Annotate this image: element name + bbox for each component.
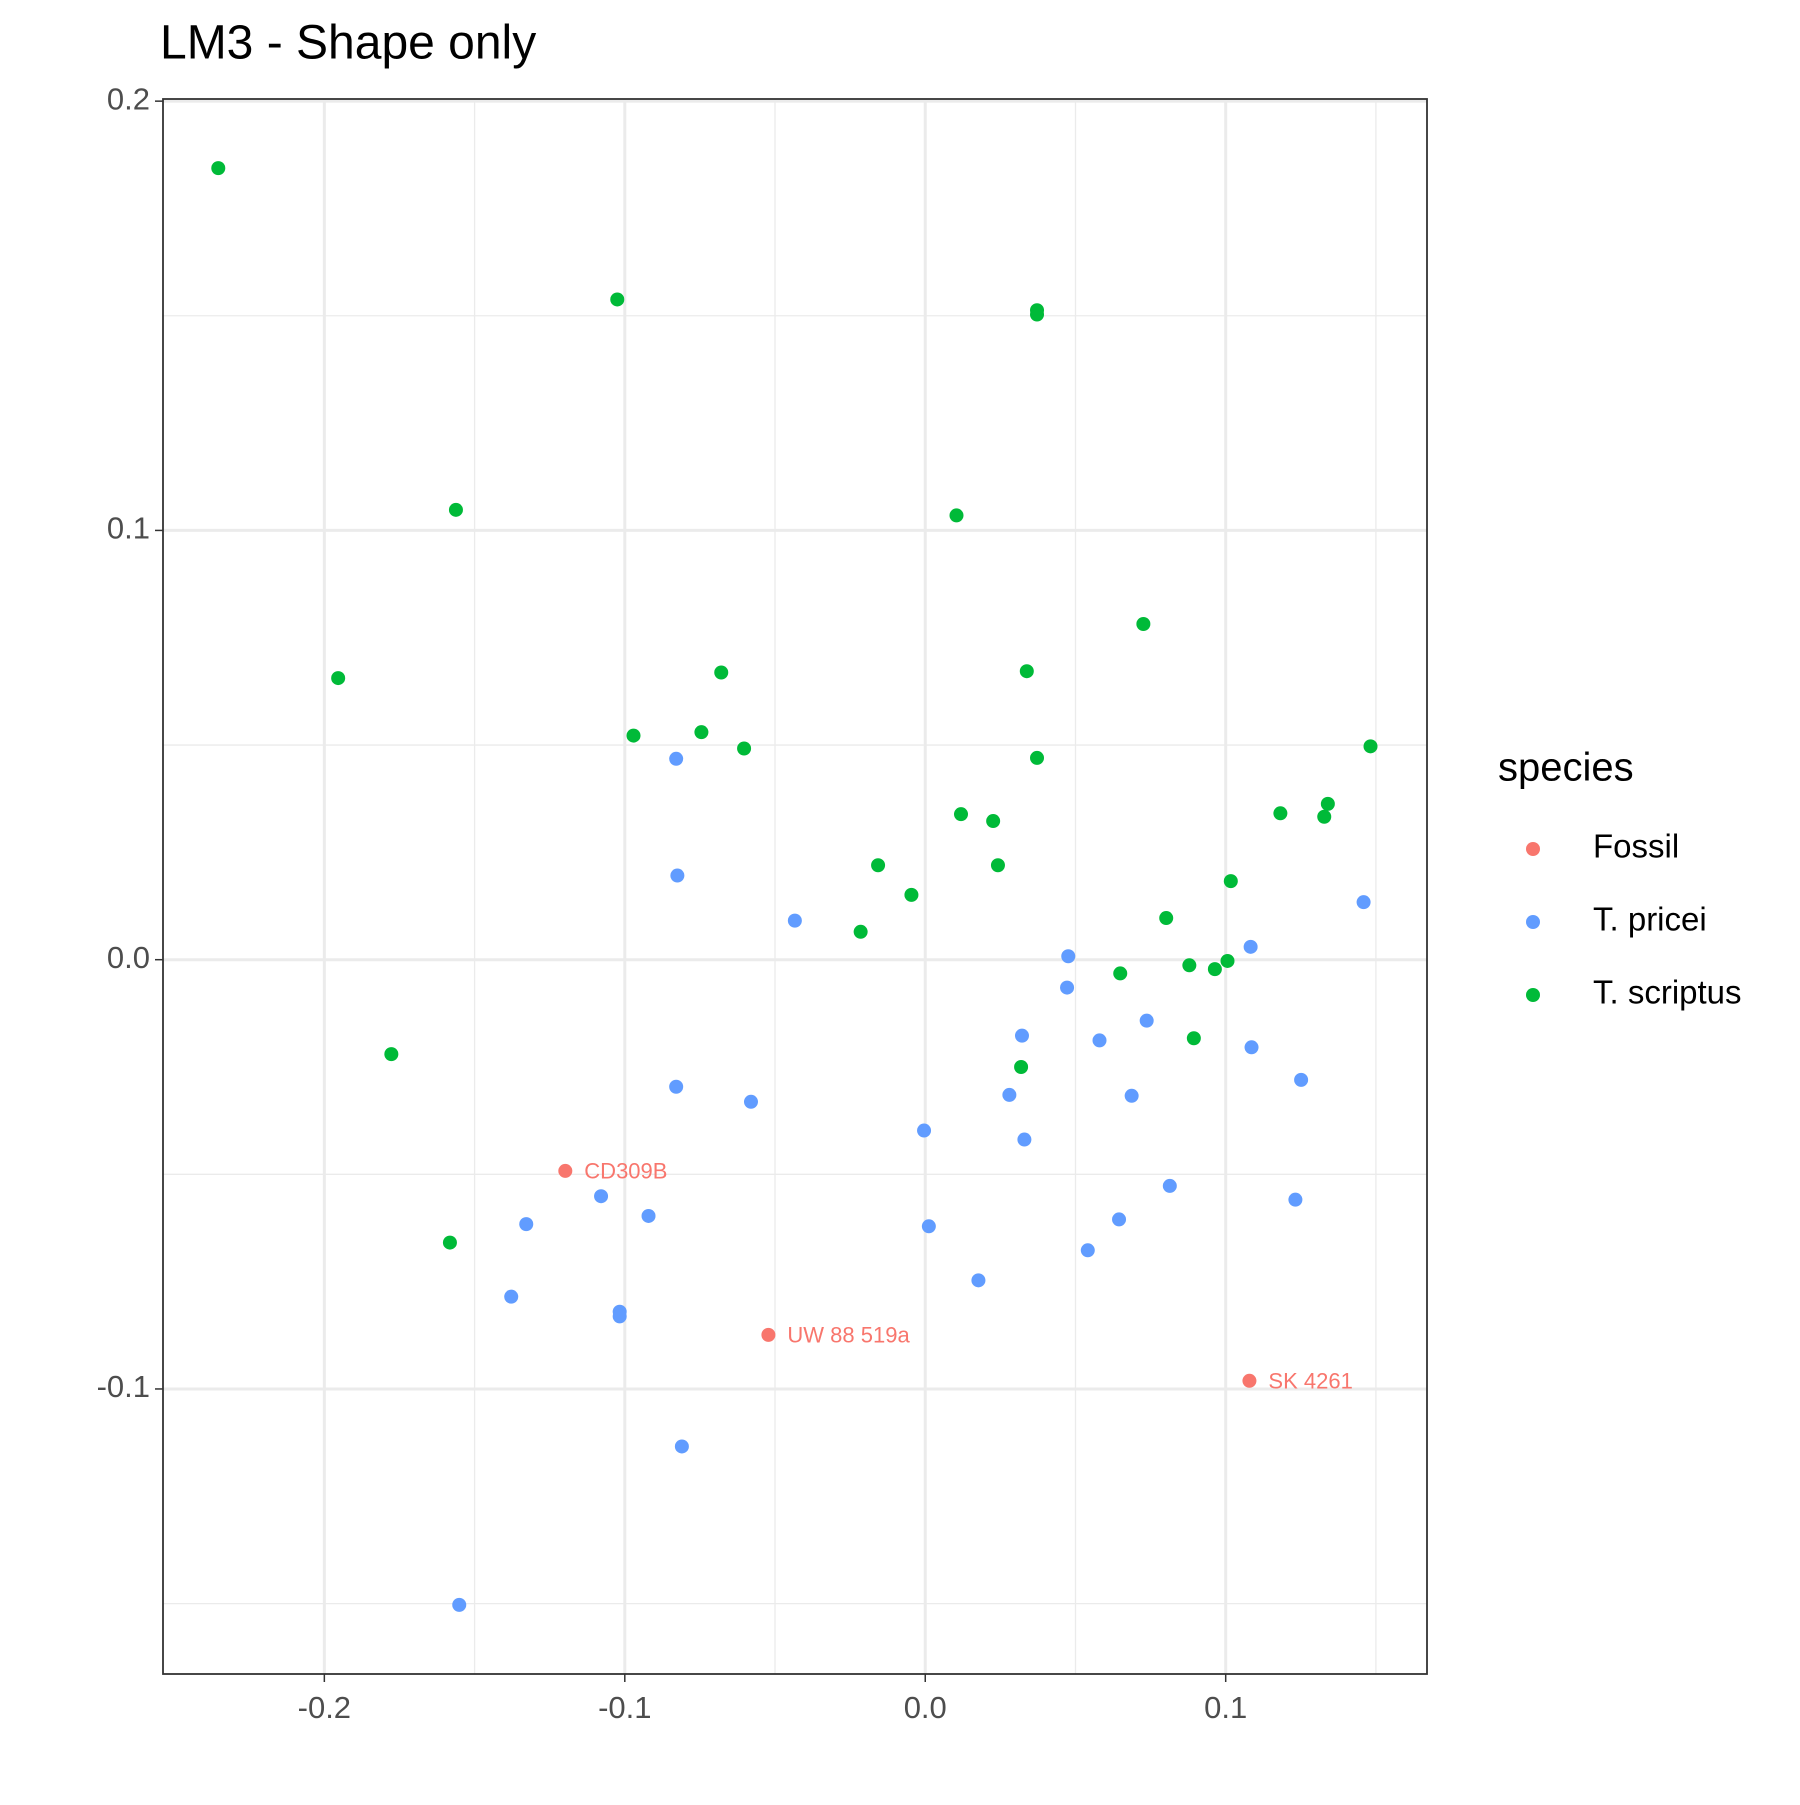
point <box>1030 307 1045 322</box>
point-label: CD309B <box>584 1159 667 1184</box>
point <box>990 858 1005 873</box>
point <box>1060 980 1075 995</box>
point <box>1320 796 1335 811</box>
point <box>714 665 729 680</box>
point <box>626 728 641 743</box>
point <box>761 1327 776 1342</box>
point <box>694 725 709 740</box>
point <box>1061 949 1076 964</box>
point <box>519 1217 534 1232</box>
point <box>558 1163 573 1178</box>
point <box>1002 1087 1017 1102</box>
point <box>743 1094 758 1109</box>
point <box>384 1047 399 1062</box>
point <box>1220 953 1235 968</box>
legend-label: T. scriptus <box>1593 974 1742 1011</box>
point <box>1080 1243 1095 1258</box>
legend-marker <box>1526 842 1540 856</box>
point <box>1242 1373 1257 1388</box>
y-tick-label: 0.1 <box>107 511 150 546</box>
x-tick-label: -0.2 <box>298 1690 351 1725</box>
point <box>610 292 625 307</box>
point <box>442 1235 457 1250</box>
point <box>452 1597 467 1612</box>
legend-marker <box>1526 988 1540 1002</box>
point <box>674 1439 689 1454</box>
point <box>953 807 968 822</box>
legend-title: species <box>1498 746 1634 790</box>
point <box>448 502 463 517</box>
y-tick-label: 0.2 <box>107 81 150 116</box>
point <box>211 161 226 176</box>
point <box>921 1219 936 1234</box>
legend-marker <box>1526 915 1540 929</box>
point <box>871 858 886 873</box>
point <box>1223 874 1238 889</box>
point <box>1092 1033 1107 1048</box>
point <box>1124 1088 1139 1103</box>
point <box>1113 966 1128 981</box>
point <box>1159 911 1174 926</box>
point <box>949 508 964 523</box>
point <box>669 751 684 766</box>
legend-label: T. pricei <box>1593 901 1707 938</box>
x-tick-label: 0.0 <box>904 1690 947 1725</box>
point <box>1030 750 1045 765</box>
point <box>1017 1132 1032 1147</box>
point <box>787 913 802 928</box>
point <box>904 887 919 902</box>
point <box>971 1273 986 1288</box>
point <box>853 924 868 939</box>
x-tick-label: -0.1 <box>598 1690 651 1725</box>
point <box>331 671 346 686</box>
point <box>670 868 685 883</box>
point <box>594 1189 609 1204</box>
point <box>1356 895 1371 910</box>
chart-title: LM3 - Shape only <box>160 17 536 70</box>
point <box>1112 1212 1127 1227</box>
point <box>1182 958 1197 973</box>
point <box>1317 809 1332 824</box>
point <box>1273 806 1288 821</box>
point-label: UW 88 519a <box>787 1323 910 1348</box>
point <box>1136 617 1151 631</box>
point <box>986 814 1001 829</box>
point <box>504 1289 519 1304</box>
x-tick-label: 0.1 <box>1204 1690 1247 1725</box>
point <box>1014 1060 1029 1075</box>
point <box>737 741 752 756</box>
point <box>1019 664 1034 679</box>
legend-label: Fossil <box>1593 828 1679 865</box>
y-tick-label: 0.0 <box>107 940 150 975</box>
point <box>669 1079 684 1094</box>
point <box>917 1123 932 1138</box>
point <box>1139 1013 1154 1028</box>
y-tick-label: -0.1 <box>97 1369 150 1404</box>
point <box>1244 1040 1259 1055</box>
point <box>1162 1178 1177 1193</box>
point <box>1243 939 1258 954</box>
point <box>1294 1072 1309 1087</box>
point-label: SK 4261 <box>1268 1369 1352 1394</box>
point <box>1186 1031 1201 1046</box>
point <box>1288 1192 1303 1207</box>
point <box>641 1208 656 1223</box>
point <box>1207 962 1222 977</box>
panel-border <box>162 98 1428 1675</box>
point <box>612 1309 627 1324</box>
point <box>1014 1028 1029 1043</box>
point <box>1363 739 1378 754</box>
